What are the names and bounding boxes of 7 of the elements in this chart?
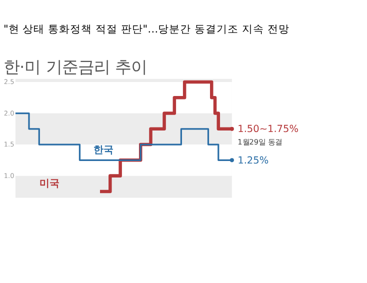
series-label: 한국 <box>93 144 114 156</box>
text: 1월29일 동결 <box>238 137 282 146</box>
chart-subtitle: 한·미 기준금리 추이 <box>3 57 147 76</box>
text: 1.25% <box>238 155 269 166</box>
text: 미국 <box>39 178 60 190</box>
chart-title: "현 상태 통화정책 적절 판단"…당분간 동결기조 지속 전망 <box>3 23 290 36</box>
text: 1.50~1.75% <box>238 124 298 136</box>
